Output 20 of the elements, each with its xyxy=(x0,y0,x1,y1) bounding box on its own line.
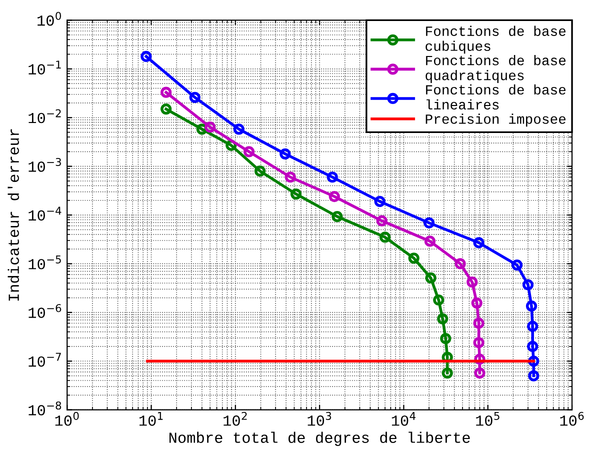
x-axis-title: Nombre total de degres de liberte xyxy=(169,432,470,446)
y-axis-title: Indicateur d'erreur xyxy=(8,129,20,301)
x-tick-label: 10$^{1}$ xyxy=(139,412,163,426)
x-tick-label: 10$^{6}$ xyxy=(560,412,584,426)
x-tick-label: 10$^{5}$ xyxy=(476,412,500,426)
legend-label: Precision imposee xyxy=(426,114,566,127)
legend-label: Fonctions de base cubiques xyxy=(426,26,566,54)
y-tick-label: 10$^{−2}$ xyxy=(28,109,61,124)
y-tick-label: 10$^{−3}$ xyxy=(28,158,61,172)
y-tick-label: 10$^{−6}$ xyxy=(28,304,62,318)
y-tick-label: 10$^{0}$ xyxy=(38,12,62,26)
legend-label: Fonctions de base lineaires xyxy=(426,84,566,110)
y-tick-label: 10$^{−4}$ xyxy=(28,206,62,221)
x-tick-label: 10$^{4}$ xyxy=(392,412,416,426)
x-tick-label: 10$^{3}$ xyxy=(308,412,332,426)
legend-label: Fonctions de base quadratiques xyxy=(426,55,566,83)
y-tick-label: 10$^{−1}$ xyxy=(28,60,61,74)
y-tick-label: 10$^{−7}$ xyxy=(28,352,61,367)
x-tick-label: 10$^{2}$ xyxy=(224,412,247,426)
y-tick-label: 10$^{−5}$ xyxy=(28,256,61,270)
